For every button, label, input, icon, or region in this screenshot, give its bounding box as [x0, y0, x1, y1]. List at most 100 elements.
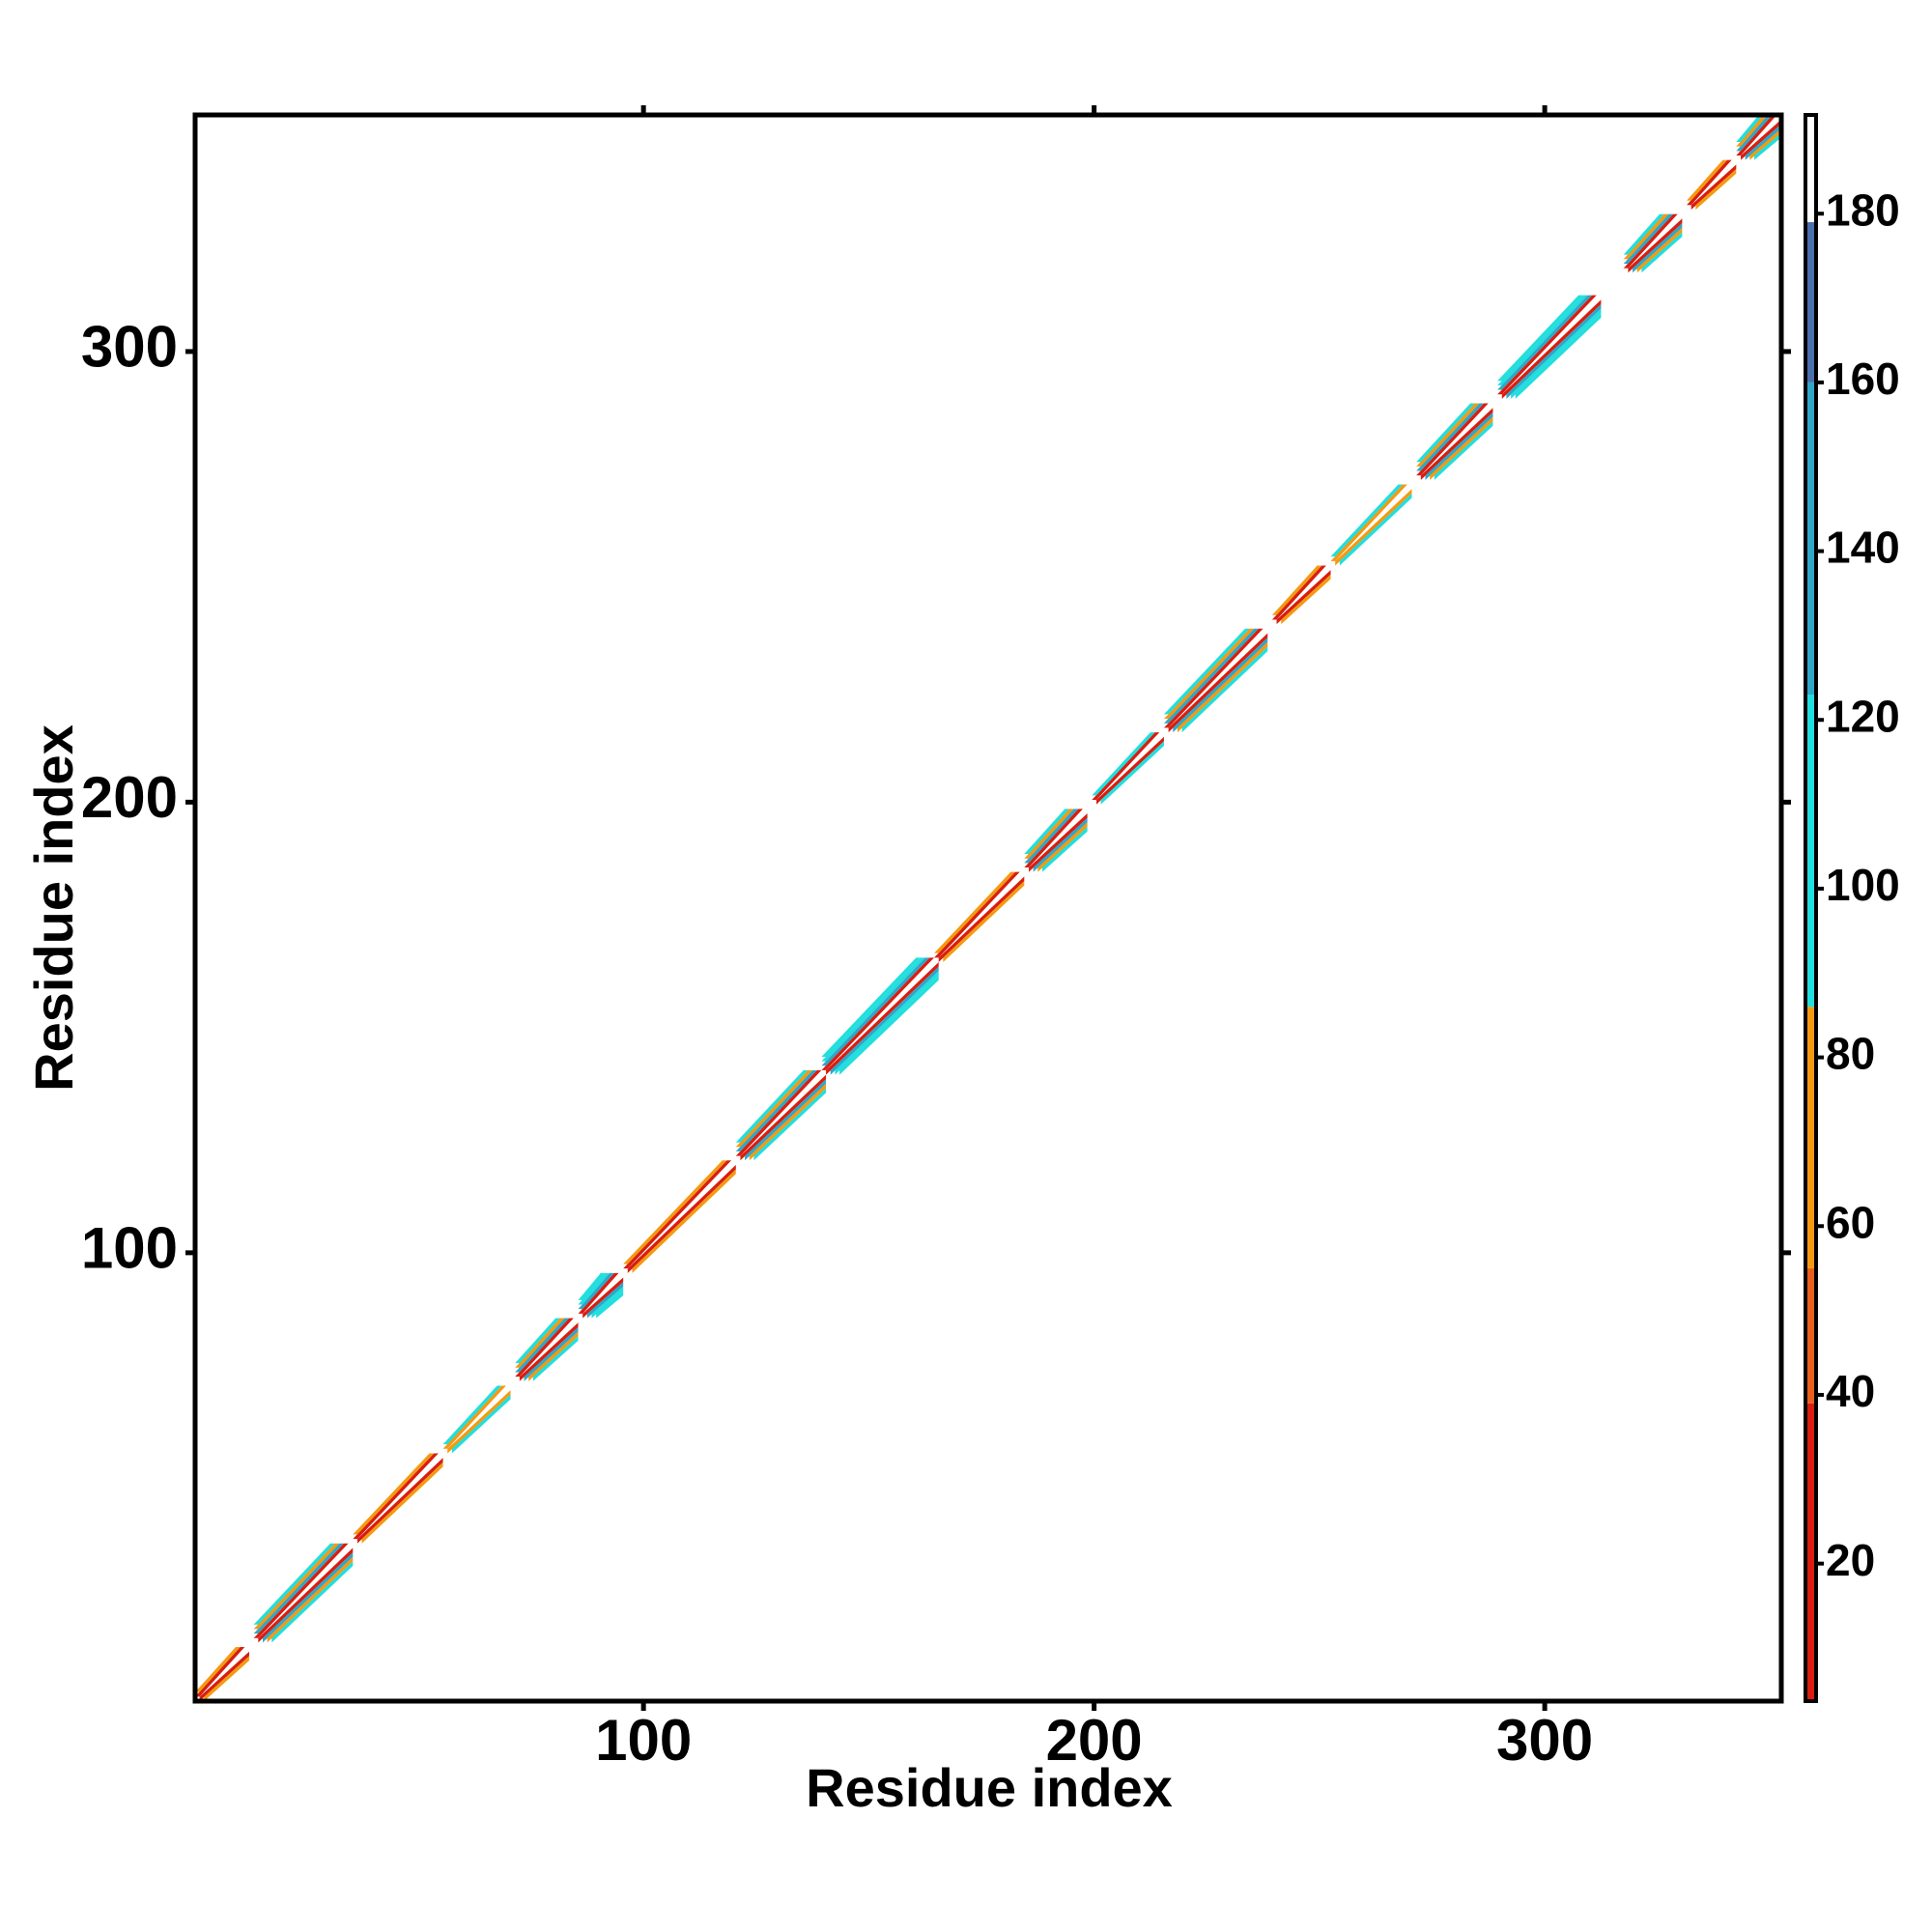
heatmap-band [258, 1548, 354, 1643]
colorbar-band [1805, 695, 1816, 1008]
heatmap-band [1754, 132, 1781, 160]
heatmap-band [1330, 484, 1404, 557]
heatmap-band [1163, 628, 1259, 724]
heatmap-band [578, 1272, 624, 1319]
colorbar-tick-label: 120 [1826, 691, 1900, 741]
heatmap-band [253, 1543, 349, 1638]
heatmap-band [1497, 295, 1588, 385]
heatmap-band [1497, 295, 1597, 395]
heatmap-band [1687, 159, 1737, 210]
heatmap-band [938, 876, 1025, 962]
heatmap-band [821, 957, 939, 1075]
heatmap-band [1430, 416, 1493, 480]
heatmap-band [267, 1556, 354, 1643]
heatmap-band [1163, 628, 1264, 728]
heatmap-band [1745, 124, 1781, 160]
heatmap-band [519, 1322, 579, 1381]
heatmap-band [826, 961, 939, 1075]
heatmap-band [353, 1453, 435, 1535]
heatmap-band [515, 1318, 574, 1378]
heatmap-band [1041, 827, 1088, 872]
heatmap-band [578, 1272, 619, 1314]
heatmap-band [1271, 565, 1326, 620]
heatmap-band [627, 1164, 736, 1273]
heatmap-band [1276, 570, 1331, 625]
heatmap-band [1095, 736, 1164, 805]
heatmap-band [839, 975, 939, 1075]
colorbar-band [1805, 1267, 1816, 1404]
heatmap-band [1092, 732, 1164, 805]
heatmap-band [1736, 115, 1781, 160]
x-axis-title: Residue index [806, 1757, 1173, 1818]
heatmap-band [753, 1088, 827, 1161]
heatmap-band [821, 957, 922, 1057]
heatmap-band [586, 1282, 624, 1319]
heatmap-band [528, 1331, 579, 1381]
heatmap-band [253, 1543, 335, 1625]
heatmap-band [447, 1390, 511, 1454]
heatmap-band [735, 1069, 817, 1151]
heatmap-band [1416, 403, 1493, 480]
colorbar-band [1805, 382, 1816, 696]
heatmap-band [1092, 732, 1155, 796]
y-tick-label: 100 [81, 1216, 178, 1281]
heatmap-band [1641, 232, 1683, 273]
heatmap-band [1037, 822, 1088, 872]
plot-frame [192, 112, 1784, 1704]
heatmap-band [623, 1160, 727, 1264]
colorbar-tick-label: 160 [1826, 354, 1900, 404]
colorbar-band [1805, 221, 1816, 383]
heatmap-band [934, 871, 1020, 958]
heatmap-band [1434, 421, 1493, 480]
heatmap-band [1028, 813, 1088, 872]
heatmap-band [1425, 412, 1493, 480]
heatmap-band [1330, 484, 1407, 561]
heatmap-band [1636, 227, 1683, 273]
heatmap-band [1181, 646, 1268, 733]
x-tick-label: 200 [1046, 1708, 1143, 1773]
x-tick-label: 100 [595, 1708, 692, 1773]
heatmap-band [591, 1286, 624, 1319]
heatmap-band [515, 1318, 565, 1368]
heatmap-band [1416, 403, 1489, 476]
heatmap-band [1623, 213, 1664, 255]
heatmap-band [735, 1069, 822, 1156]
heatmap-band [596, 1291, 624, 1319]
y-tick-label: 300 [81, 315, 178, 380]
y-axis-title: Residue index [23, 724, 84, 1092]
heatmap-band [353, 1453, 443, 1544]
heatmap-band [578, 1272, 614, 1310]
heatmap-band [253, 1543, 354, 1643]
heatmap-band [1024, 809, 1069, 855]
colorbar-tick-label: 40 [1826, 1366, 1875, 1416]
heatmap-band [451, 1394, 511, 1454]
heatmap-band [735, 1069, 813, 1148]
x-tick-label: 300 [1496, 1708, 1593, 1773]
heatmap-band [740, 1074, 827, 1161]
heatmap-band [271, 1561, 354, 1643]
heatmap-band [1092, 732, 1160, 801]
heatmap-band [253, 1543, 344, 1634]
heatmap-band [195, 1647, 241, 1692]
heatmap-band [934, 871, 1025, 962]
heatmap-band [1687, 159, 1732, 206]
colorbar-tick-label: 100 [1826, 860, 1900, 910]
heatmap-band [1416, 403, 1475, 463]
colorbar-tick-label: 140 [1826, 523, 1900, 573]
heatmap-band [1024, 809, 1079, 864]
heatmap-band [1163, 628, 1268, 733]
heatmap-band [356, 1458, 443, 1544]
colorbar-band [1805, 1403, 1816, 1701]
heatmap-band [442, 1385, 511, 1454]
heatmap-band [623, 1160, 736, 1273]
heatmap-band [578, 1272, 606, 1300]
heatmap-band [1339, 493, 1412, 566]
heatmap-band [1177, 641, 1268, 733]
heatmap-band [524, 1326, 579, 1381]
heatmap-band [1497, 295, 1583, 382]
heatmap-band [1741, 119, 1781, 160]
heatmap-band [1033, 817, 1088, 872]
heatmap-band [745, 1079, 827, 1161]
heatmap-band [1024, 809, 1083, 868]
